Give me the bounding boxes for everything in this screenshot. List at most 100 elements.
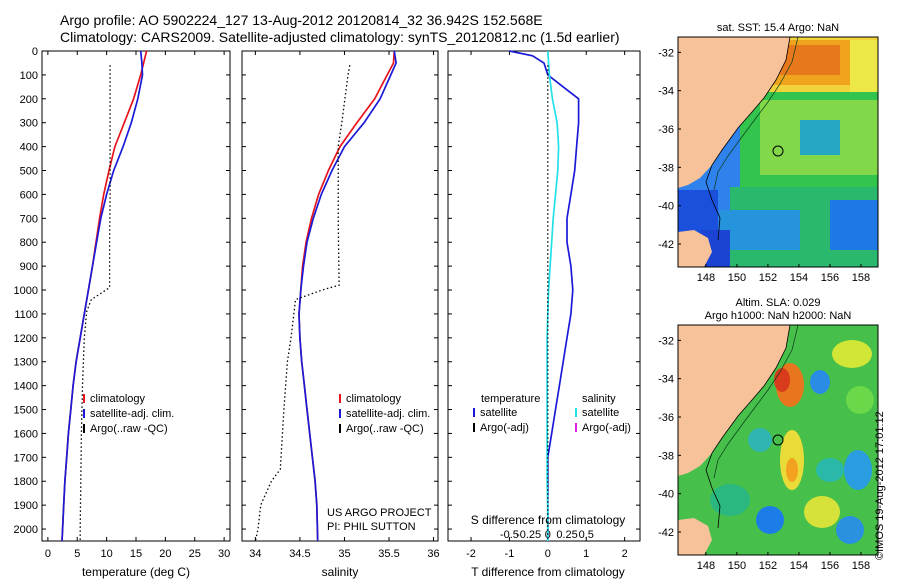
s-difference-tick-label: 0.25 — [556, 529, 577, 541]
lon-tick-label: 152 — [759, 560, 777, 572]
salinity-tick-label: 36 — [427, 548, 439, 560]
depth-tick-label: 0 — [32, 46, 38, 58]
imos-timestamp: ©IMOS 19-Aug-2012 17:01:12 — [874, 411, 886, 560]
lon-tick-label: 152 — [759, 272, 777, 284]
legend-entry: Argo(-adj) — [480, 422, 529, 434]
lat-tick-label: -32 — [658, 335, 674, 347]
sla-map — [678, 325, 878, 555]
lon-tick-label: 156 — [821, 560, 839, 572]
salinity-tick-label: 34 — [249, 548, 261, 560]
sst-map — [678, 37, 878, 267]
lon-tick-label: 150 — [728, 272, 746, 284]
difference-series-line — [546, 50, 560, 541]
lat-tick-label: -38 — [658, 450, 674, 462]
temperature-tick-label: 10 — [101, 548, 113, 560]
pi-annotation: PI: PHIL SUTTON — [327, 521, 416, 533]
temperature-axes-frame — [41, 50, 231, 542]
depth-tick-label: 1900 — [14, 500, 38, 512]
salinity-series-line — [254, 65, 351, 542]
legend-entry: Argo(-adj) — [582, 422, 631, 434]
sla-map-frame — [677, 324, 879, 556]
lat-tick-label: -38 — [658, 162, 674, 174]
lat-tick-label: -32 — [658, 47, 674, 59]
climatology-subtitle: Climatology: CARS2009. Satellite-adjuste… — [60, 29, 620, 45]
lat-tick-label: -36 — [658, 124, 674, 136]
temperature-tick-label: 20 — [159, 548, 171, 560]
sst-map-axes: 148 150 152 154 156 158 -32 -34 -36 -38 -40 -42 sat.… — [658, 22, 879, 284]
legend-entry: Argo(..raw -QC) — [346, 423, 424, 435]
depth-tick-label: 1100 — [14, 309, 38, 321]
lon-tick-label: 148 — [697, 560, 715, 572]
lon-tick-label: 156 — [821, 272, 839, 284]
lon-tick-label: 154 — [790, 272, 808, 284]
depth-tick-label: 700 — [20, 213, 38, 225]
t-difference-tick-label: 2 — [622, 548, 628, 560]
depth-tick-label: 1200 — [14, 333, 38, 345]
depth-tick-label: 400 — [20, 142, 38, 154]
temperature-tick-label: 30 — [218, 548, 230, 560]
lat-tick-label: -40 — [658, 201, 674, 213]
lon-tick-label: 158 — [852, 560, 870, 572]
sla-map-axes: 148 150 152 154 156 158 -32 -34 -36 -38 -40 -42 Alti… — [658, 297, 879, 572]
profile-title: Argo profile: AO 5902224_127 13-Aug-2012… — [60, 12, 543, 28]
salinity-axis-label: salinity — [322, 565, 359, 579]
depth-tick-label: 300 — [20, 118, 38, 130]
temperature-series-line — [61, 50, 148, 542]
temperature-tick-label: 15 — [130, 548, 142, 560]
t-difference-tick-label: -1 — [505, 548, 515, 560]
depth-tick-label: 200 — [20, 94, 38, 106]
map-axes: 148 150 152 154 156 158 -32 -34 -36 -38 -40 -42 sat.… — [658, 22, 879, 572]
salinity-axes-frame — [241, 50, 439, 542]
depth-tick-label: 1500 — [14, 405, 38, 417]
temperature-tick-label: 0 — [45, 548, 51, 560]
difference-panel: -2 -1 0 1 2-0.5-0.25 0 0.25 0.5S difference fro… — [447, 50, 641, 579]
s-difference-tick-label: -0.25 — [516, 529, 541, 541]
depth-tick-label: 100 — [20, 70, 38, 82]
legend-entry: climatology — [90, 393, 146, 405]
salinity-tick-label: 34.5 — [289, 548, 310, 560]
lat-tick-label: -34 — [658, 86, 674, 98]
lon-tick-label: 148 — [697, 272, 715, 284]
depth-tick-label: 1600 — [14, 428, 38, 440]
temperature-series-line — [79, 65, 111, 541]
legend-title-salinity: salinity — [582, 393, 616, 405]
temperature-tick-label: 25 — [189, 548, 201, 560]
t-difference-tick-label: 1 — [583, 548, 589, 560]
sla-map-title: Argo h1000: NaN h2000: NaN — [705, 310, 852, 322]
temperature-axis-label: temperature (deg C) — [82, 565, 190, 579]
legend-entry: climatology — [346, 393, 402, 405]
t-difference-tick-label: -2 — [466, 548, 476, 560]
s-difference-axis-label: S difference from climatology — [471, 513, 626, 527]
salinity-tick-label: 35.5 — [378, 548, 399, 560]
legend-entry: satellite — [582, 407, 619, 419]
sla-map-title: Altim. SLA: 0.029 — [736, 297, 821, 309]
depth-tick-label: 900 — [20, 261, 38, 273]
profile-panels: 0100200300400500600700800900100011001200… — [14, 46, 641, 579]
salinity-series-line — [298, 50, 397, 542]
lat-tick-label: -42 — [658, 239, 674, 251]
legend-title-temperature: temperature — [481, 393, 540, 405]
lat-tick-label: -34 — [658, 374, 674, 386]
lat-tick-label: -42 — [658, 527, 674, 539]
temperature-series-line — [61, 50, 144, 542]
argo-position-marker-sla — [772, 434, 784, 446]
lon-tick-label: 158 — [852, 272, 870, 284]
legend-entry: satellite-adj. clim. — [346, 408, 430, 420]
depth-tick-label: 1800 — [14, 476, 38, 488]
salinity-tick-label: 35 — [338, 548, 350, 560]
depth-tick-label: 2000 — [14, 524, 38, 536]
lon-tick-label: 150 — [728, 560, 746, 572]
depth-tick-label: 1300 — [14, 357, 38, 369]
project-annotation: US ARGO PROJECT — [327, 507, 432, 519]
s-difference-tick-label: -0.5 — [500, 529, 519, 541]
temperature-tick-label: 5 — [74, 548, 80, 560]
salinity-panel: 34 34.5 35 35.5 36 salinity climatology satelli… — [241, 50, 440, 579]
depth-tick-label: 1000 — [14, 285, 38, 297]
sst-map-title: sat. SST: 15.4 Argo: NaN — [717, 22, 839, 34]
depth-tick-label: 600 — [20, 189, 38, 201]
t-difference-tick-label: 0 — [545, 548, 551, 560]
lat-tick-label: -40 — [658, 489, 674, 501]
t-difference-axis-label: T difference from climatology — [471, 565, 625, 579]
lat-tick-label: -36 — [658, 412, 674, 424]
